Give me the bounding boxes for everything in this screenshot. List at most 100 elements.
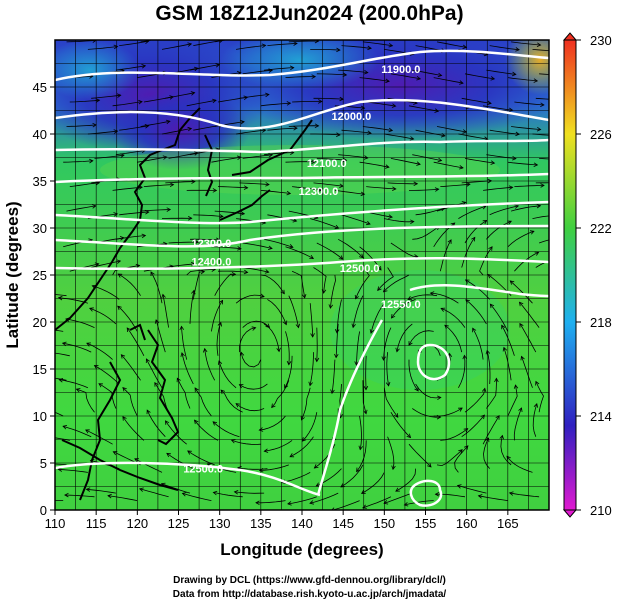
streamline — [391, 299, 416, 319]
colorbar-bar — [563, 39, 577, 511]
streamline — [361, 472, 385, 494]
colorbar-tick-label: 218 — [590, 315, 612, 330]
streamline — [122, 387, 138, 417]
streamline — [486, 220, 512, 240]
streamline-arrowhead — [518, 407, 523, 412]
streamline — [486, 69, 516, 75]
x-tick-label: 135 — [250, 516, 272, 531]
streamline-arrowhead — [212, 490, 218, 496]
streamline-arrowhead — [367, 45, 372, 51]
streamline — [503, 347, 512, 381]
streamline-arrowhead — [169, 182, 175, 188]
streamline — [532, 133, 549, 136]
streamline — [383, 327, 392, 361]
streamline-arrowhead — [120, 354, 126, 359]
streamline-arrowhead — [179, 325, 185, 331]
streamline — [231, 439, 261, 445]
contour-label: 12300.0 — [192, 238, 232, 250]
streamline-arrowhead — [434, 108, 440, 113]
streamline — [408, 330, 434, 346]
streamline — [140, 209, 171, 212]
streamline — [464, 388, 486, 413]
streamline — [115, 235, 146, 240]
streamline — [415, 383, 441, 399]
streamline-arrowhead — [287, 501, 292, 506]
streamline — [478, 495, 508, 501]
streamline — [507, 230, 535, 248]
streamline — [55, 329, 64, 332]
streamline — [239, 327, 256, 353]
streamline — [501, 325, 515, 356]
streamline-arrowhead — [85, 429, 90, 434]
streamline-arrowhead — [58, 378, 64, 383]
colorbar-ticks: 210 214 218 222 226 230 — [576, 33, 612, 518]
streamline-arrowhead — [490, 160, 496, 165]
streamline — [390, 411, 411, 438]
streamline-arrowhead — [190, 261, 196, 267]
streamline — [412, 225, 440, 240]
streamline-arrowhead — [233, 490, 239, 495]
contour-label: 12100.0 — [307, 158, 347, 170]
streamline — [76, 388, 95, 413]
streamline — [211, 156, 241, 163]
x-tick-label: 110 — [45, 516, 66, 531]
streamline — [521, 356, 533, 388]
streamline-arrowhead — [261, 43, 267, 49]
streamline-arrowhead — [392, 186, 397, 191]
streamline-arrowhead — [330, 389, 335, 395]
streamline — [310, 49, 340, 51]
streamline — [341, 214, 371, 225]
streamline-arrowhead — [187, 126, 193, 132]
streamline-arrowhead — [122, 416, 127, 421]
streamline — [408, 359, 419, 392]
streamline — [166, 453, 194, 469]
streamline — [535, 97, 549, 100]
streamline-arrowhead — [165, 420, 170, 425]
streamline-arrowhead — [202, 347, 208, 353]
streamline-arrowhead — [471, 236, 476, 242]
streamline-arrowhead — [61, 341, 67, 347]
y-tick-label: 40 — [33, 127, 47, 142]
streamline — [330, 274, 336, 309]
streamline-arrowhead — [395, 487, 400, 492]
streamline-arrowhead — [34, 498, 38, 502]
streamline-arrowhead — [267, 245, 273, 250]
streamline-arrowhead — [309, 500, 314, 505]
streamline — [433, 161, 464, 169]
streamline — [140, 40, 155, 43]
streamline — [362, 496, 392, 509]
streamline-arrowhead — [377, 266, 382, 271]
streamline — [59, 379, 89, 389]
streamline — [302, 412, 318, 442]
streamline-arrowhead — [98, 383, 104, 388]
streamline — [271, 380, 290, 408]
streamline — [390, 73, 421, 80]
streamline — [362, 380, 367, 414]
streamline-arrowhead — [263, 448, 269, 453]
streamline — [64, 494, 95, 498]
streamline — [309, 492, 339, 504]
x-tick-label: 140 — [291, 516, 313, 531]
streamline — [260, 102, 291, 107]
streamline — [409, 188, 439, 191]
streamline — [532, 215, 549, 219]
colorbar: 210 214 218 222 226 230 — [562, 32, 612, 518]
streamline — [285, 246, 314, 259]
streamline — [513, 407, 522, 441]
contour-label: 12500.0 — [340, 263, 380, 275]
streamline-arrowhead — [459, 165, 464, 170]
streamline-arrowhead — [499, 434, 504, 440]
streamline-arrowhead — [310, 333, 315, 338]
streamline-arrowhead — [360, 105, 366, 111]
streamline — [316, 242, 344, 260]
streamline-arrowhead — [237, 246, 242, 251]
streamline — [514, 185, 545, 187]
streamline — [436, 41, 467, 48]
streamline — [489, 205, 519, 216]
streamline-arrowhead — [328, 304, 334, 309]
streamline-arrowhead — [255, 500, 260, 506]
streamline — [134, 458, 163, 473]
streamline-arrowhead — [165, 119, 171, 125]
streamline-arrowhead — [410, 219, 415, 224]
streamline — [310, 218, 339, 229]
